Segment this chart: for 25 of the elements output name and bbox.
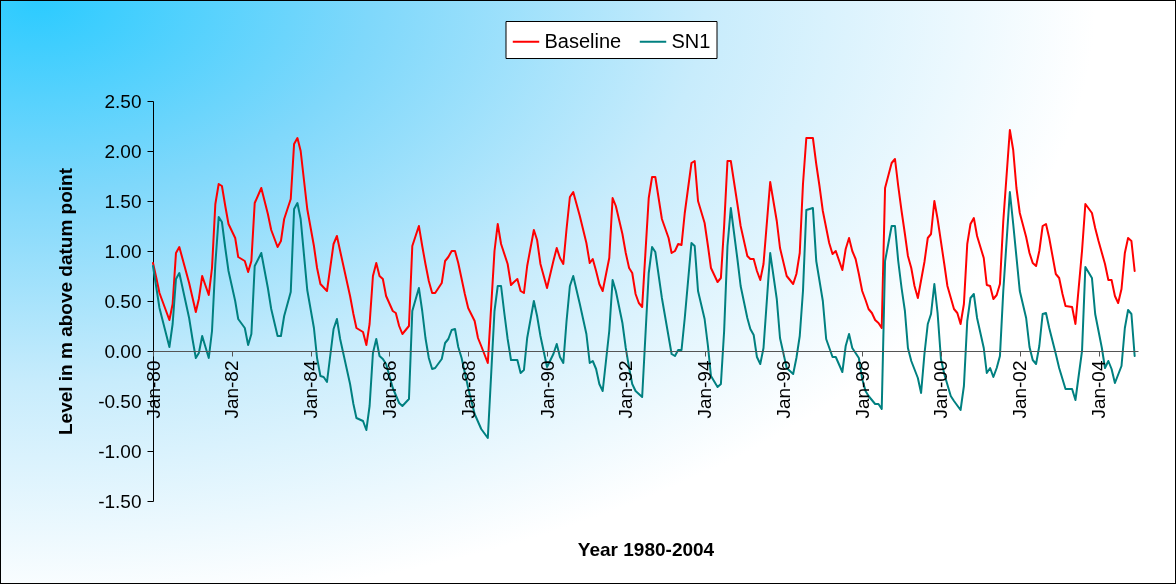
x-tick-label: Jan-84 [300, 360, 322, 419]
x-tick-label: Jan-92 [615, 360, 637, 419]
y-tick-label: 2.00 [104, 140, 142, 162]
x-tick-label: Jan-82 [221, 360, 243, 419]
y-tick-label: 1.50 [104, 190, 142, 212]
y-tick-label: 0.50 [104, 290, 142, 312]
y-tick-label: -0.50 [98, 390, 142, 412]
x-tick-label: Jan-86 [378, 360, 400, 419]
x-tick-label: Jan-04 [1088, 360, 1110, 419]
x-tick-label: Jan-94 [694, 360, 716, 419]
y-tick-label: 2.50 [104, 90, 142, 112]
x-tick-label: Jan-88 [457, 360, 479, 419]
x-tick-label: Jan-02 [1009, 360, 1031, 419]
y-axis-title: Level in m above datum point [55, 167, 77, 436]
y-tick-label: -1.50 [98, 490, 142, 512]
x-tick-label: Jan-98 [851, 360, 873, 419]
x-axis-title: Year 1980-2004 [577, 538, 715, 560]
y-tick-label: -1.00 [98, 440, 142, 462]
y-tick-label: 0.00 [104, 340, 142, 362]
x-tick-label: Jan-00 [930, 360, 952, 419]
legend-label: SN1 [671, 29, 711, 52]
x-tick-label: Jan-90 [536, 360, 558, 419]
y-tick-label: 1.00 [104, 240, 142, 262]
x-tick-label: Jan-96 [772, 360, 794, 419]
legend-label: Baseline [544, 29, 622, 52]
